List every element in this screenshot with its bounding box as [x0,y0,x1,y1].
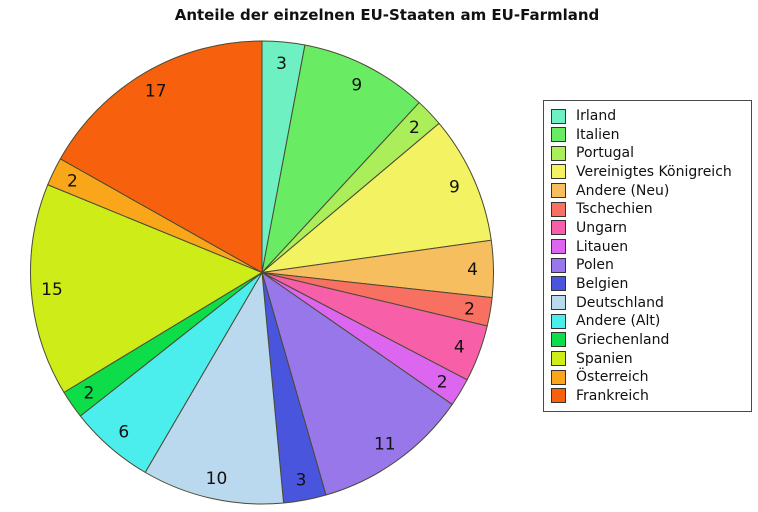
slice-value-label: 9 [351,75,362,95]
legend-item-spanien: Spanien [551,350,747,368]
legend-item-portugal: Portugal [551,144,747,162]
legend-swatch [551,295,566,311]
legend-label: Andere (Neu) [576,182,670,199]
legend-swatch [551,257,566,273]
legend-item-andere-alt: Andere (Alt) [551,312,747,330]
legend-swatch [551,164,566,180]
legend-label: Andere (Alt) [576,313,661,330]
legend-swatch [551,145,566,161]
slice-value-label: 15 [41,280,63,300]
legend-label: Spanien [576,350,633,367]
legend-label: Italien [576,126,620,143]
slice-value-label: 2 [464,299,475,319]
slice-value-label: 17 [145,82,167,102]
legend-item-irland: Irland [551,107,747,125]
legend-swatch [551,183,566,199]
legend-item-ungarn: Ungarn [551,219,747,237]
legend-item-andere-neu: Andere (Neu) [551,182,747,200]
legend-swatch [551,239,566,255]
legend-item-vereinigtes-koenigreich: Vereinigtes Königreich [551,163,747,181]
slice-value-label: 2 [83,384,94,404]
legend-swatch [551,220,566,236]
legend-item-italien: Italien [551,126,747,144]
legend-label: Belgien [576,275,629,292]
legend-swatch [551,332,566,348]
legend-label: Vereinigtes Königreich [576,163,732,180]
slice-value-label: 3 [296,471,307,491]
legend-swatch [551,127,566,143]
legend-label: Deutschland [576,294,664,311]
slice-value-label: 2 [409,118,420,138]
slice-value-label: 9 [449,178,460,198]
legend-item-polen: Polen [551,256,747,274]
legend-swatch [551,313,566,329]
legend-swatch [551,276,566,292]
pie-slice-polen [261,272,453,496]
legend-item-deutschland: Deutschland [551,294,747,312]
slice-value-label: 6 [118,423,129,443]
legend-label: Österreich [576,369,649,386]
legend-item-litauen: Litauen [551,238,747,256]
legend-item-tschechien: Tschechien [551,200,747,218]
legend-label: Portugal [576,145,634,162]
slice-value-label: 2 [67,172,78,192]
chart-title: Anteile der einzelnen EU-Staaten am EU-F… [174,6,600,24]
legend-label: Irland [576,108,617,124]
legend-label: Frankreich [576,387,649,404]
slice-value-label: 11 [374,435,396,455]
slice-value-label: 2 [437,373,448,393]
legend-box: Irland Italien Portugal Vereinigtes Königre… [543,100,752,412]
legend-label: Polen [576,257,614,274]
legend-swatch [551,388,566,404]
slice-value-label: 4 [467,260,478,280]
pie-slice-italien [261,44,420,273]
slice-value-label: 4 [454,337,465,357]
legend-label: Tschechien [576,201,653,218]
legend-swatch [551,108,566,124]
pie-slice-vereinigtes-koenigreich [261,122,492,273]
legend-label: Ungarn [576,219,627,236]
legend-item-belgien: Belgien [551,275,747,293]
legend-swatch [551,369,566,385]
legend-label: Litauen [576,238,629,255]
legend-item-oesterreich: Österreich [551,368,747,386]
pie-slice-frankreich [59,40,263,273]
legend-swatch [551,201,566,217]
slice-value-label: 10 [206,469,228,489]
legend-label: Griechenland [576,331,670,348]
legend-item-frankreich: Frankreich [551,387,747,405]
pie-slice-deutschland [144,272,285,505]
pie-slice-spanien [30,184,263,393]
legend-item-griechenland: Griechenland [551,331,747,349]
legend-swatch [551,351,566,367]
slice-value-label: 3 [276,54,287,74]
